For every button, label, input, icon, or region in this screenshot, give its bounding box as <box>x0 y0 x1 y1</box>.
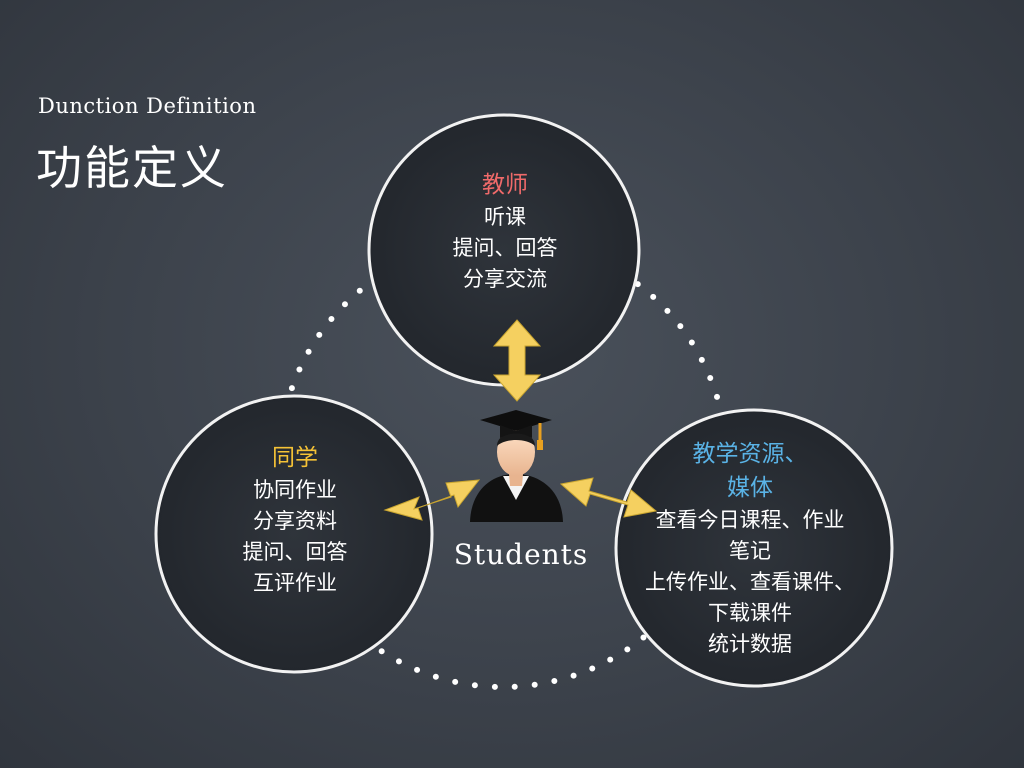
slide-subtitle: Dunction Definition <box>38 94 257 118</box>
students-label: Students <box>453 538 589 571</box>
slide-title: 功能定义 <box>36 141 228 195</box>
peer-heading: 同学 <box>272 445 318 471</box>
peer-item: 互评作业 <box>253 571 337 595</box>
teacher-heading: 教师 <box>482 172 528 198</box>
teacher-item: 听课 <box>484 205 526 229</box>
media-student-arrow <box>559 477 658 518</box>
peer-circle <box>154 394 434 674</box>
peer-item: 提问、回答 <box>242 540 348 564</box>
media-heading-line: 媒体 <box>727 475 773 501</box>
media-item: 查看今日课程、作业 <box>655 508 845 532</box>
peer-item: 分享资料 <box>253 509 337 533</box>
teacher-student-arrow <box>492 319 542 402</box>
teacher-item: 分享交流 <box>463 267 547 291</box>
graduate-student-icon <box>470 410 563 522</box>
peer-student-arrow <box>383 479 481 521</box>
media-circle <box>614 408 894 688</box>
media-item: 上传作业、查看课件、 <box>645 570 855 594</box>
media-item: 统计数据 <box>708 632 792 656</box>
teacher-node: 教师 听课 提问、回答 分享交流 <box>405 168 605 295</box>
media-node: 教学资源、 媒体 查看今日课程、作业 笔记 上传作业、查看课件、 下载课件 统计… <box>630 437 870 660</box>
peer-item: 协同作业 <box>253 478 337 502</box>
media-item: 笔记 <box>729 539 771 563</box>
peer-node: 同学 协同作业 分享资料 提问、回答 互评作业 <box>195 441 395 599</box>
media-item: 下载课件 <box>708 601 792 625</box>
media-heading-line: 教学资源、 <box>692 441 808 467</box>
teacher-item: 提问、回答 <box>452 236 558 260</box>
